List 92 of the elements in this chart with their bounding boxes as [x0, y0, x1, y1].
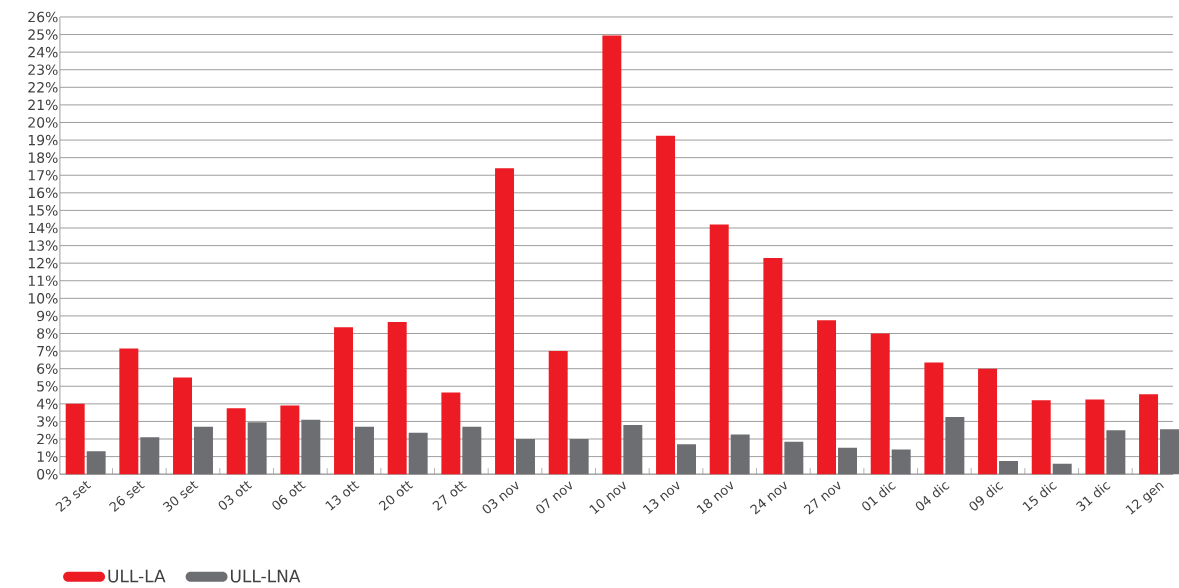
bar	[86, 451, 106, 475]
x-tick-label: 06 ott	[272, 481, 306, 510]
y-tick-label: 1%	[37, 451, 58, 463]
y-tick-label: 3%	[37, 416, 58, 427]
x-tick-label: 09 dic	[969, 482, 1004, 511]
y-tick-label: 16%	[28, 187, 58, 199]
y-tick-label: 22%	[28, 82, 58, 93]
y-tick-label: 15%	[28, 205, 58, 216]
y-tick-label: 6%	[37, 363, 58, 375]
bar	[999, 461, 1018, 475]
bar	[1139, 394, 1159, 475]
bar	[978, 368, 998, 475]
bar	[301, 419, 321, 475]
x-tick-label: 31 dic	[1075, 482, 1111, 512]
y-tick-label: 0%	[37, 469, 58, 480]
bar	[730, 434, 750, 475]
x-tick-label: 23 set	[55, 481, 92, 513]
x-tick-label: 01 dic	[862, 482, 896, 511]
y-tick-label: 17%	[28, 170, 58, 181]
y-tick-label: 26%	[28, 11, 58, 23]
bar	[173, 377, 192, 475]
y-tick-label: 8%	[37, 328, 58, 339]
y-tick-label: 10%	[28, 293, 58, 304]
x-tick-label: 26 set	[109, 481, 145, 513]
bar	[656, 135, 676, 475]
bar	[1052, 463, 1072, 475]
bar	[280, 405, 300, 475]
y-tick-label: 4%	[36, 398, 58, 410]
y-tick-label: 25%	[28, 29, 58, 40]
x-tick-label: 13 nov	[643, 481, 680, 515]
bar	[709, 224, 729, 475]
x-tick-label: 03 ott	[218, 481, 253, 510]
bar	[387, 322, 407, 475]
bar	[140, 437, 160, 475]
bar	[763, 258, 783, 475]
x-tick-label: 27 ott	[432, 481, 467, 511]
bar	[247, 422, 267, 475]
bar	[119, 348, 139, 475]
bar	[226, 408, 246, 475]
y-tick-label: 7%	[37, 345, 58, 357]
y-tick-label: 5%	[37, 381, 58, 392]
y-tick-label: 23%	[28, 64, 58, 76]
bar	[1160, 429, 1179, 475]
bar	[677, 444, 696, 475]
x-tick-label: 27 nov	[803, 481, 841, 515]
x-tick-label: 03 nov	[482, 481, 519, 514]
bar	[623, 425, 643, 475]
x-tick-label: 07 nov	[536, 481, 573, 514]
bar	[441, 392, 461, 475]
y-tick-label: 12%	[28, 258, 58, 269]
y-tick-label: 18%	[28, 152, 58, 164]
bar	[462, 426, 482, 475]
y-tick-label: 14%	[28, 222, 58, 234]
bar	[924, 362, 944, 475]
x-tick-label: 30 set	[162, 481, 199, 512]
y-tick-label: 21%	[28, 99, 58, 111]
y-tick-label: 2%	[37, 433, 58, 445]
x-tick-label: 12 gen	[1125, 482, 1164, 515]
y-tick-label: 20%	[28, 117, 58, 128]
x-tick-label: 24 nov	[750, 481, 787, 515]
x-tick-label: 15 dic	[1022, 482, 1057, 512]
legend-label: ULL-LA	[108, 569, 166, 583]
bar	[548, 351, 568, 475]
x-tick-label: 04 dic	[915, 482, 950, 511]
y-tick-label: 11%	[28, 275, 58, 287]
bar	[516, 439, 535, 475]
x-tick-label: 10 nov	[589, 481, 626, 515]
x-tick-label: 18 nov	[696, 481, 734, 515]
bar	[1085, 399, 1105, 475]
x-tick-label: 13 ott	[325, 481, 360, 511]
x-tick-label: 20 ott	[378, 481, 414, 511]
bar	[194, 426, 213, 475]
bar	[355, 426, 374, 475]
y-tick-label: 19%	[28, 134, 58, 146]
bar	[1106, 430, 1126, 475]
bar	[334, 327, 354, 475]
bar	[838, 447, 857, 475]
bar	[1031, 400, 1051, 475]
bar	[408, 433, 428, 475]
y-tick-label: 13%	[28, 240, 58, 252]
bar	[784, 441, 804, 475]
bar	[891, 449, 911, 475]
bar	[495, 168, 515, 475]
legend-label: ULL-LNA	[231, 569, 301, 583]
bar	[945, 417, 965, 475]
y-tick-label: 24%	[28, 47, 58, 58]
y-tick-label: 9%	[37, 310, 58, 322]
bar	[65, 404, 85, 475]
bar	[817, 320, 837, 475]
bar	[602, 35, 622, 475]
bar	[870, 333, 890, 475]
bar	[569, 439, 589, 475]
